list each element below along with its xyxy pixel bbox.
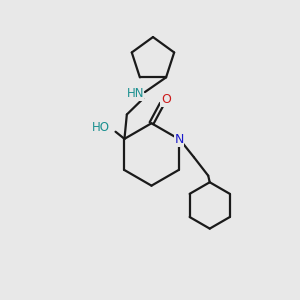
Text: HO: HO xyxy=(92,122,110,134)
Text: O: O xyxy=(161,93,171,106)
Text: HN: HN xyxy=(126,87,144,100)
Text: N: N xyxy=(174,133,184,146)
